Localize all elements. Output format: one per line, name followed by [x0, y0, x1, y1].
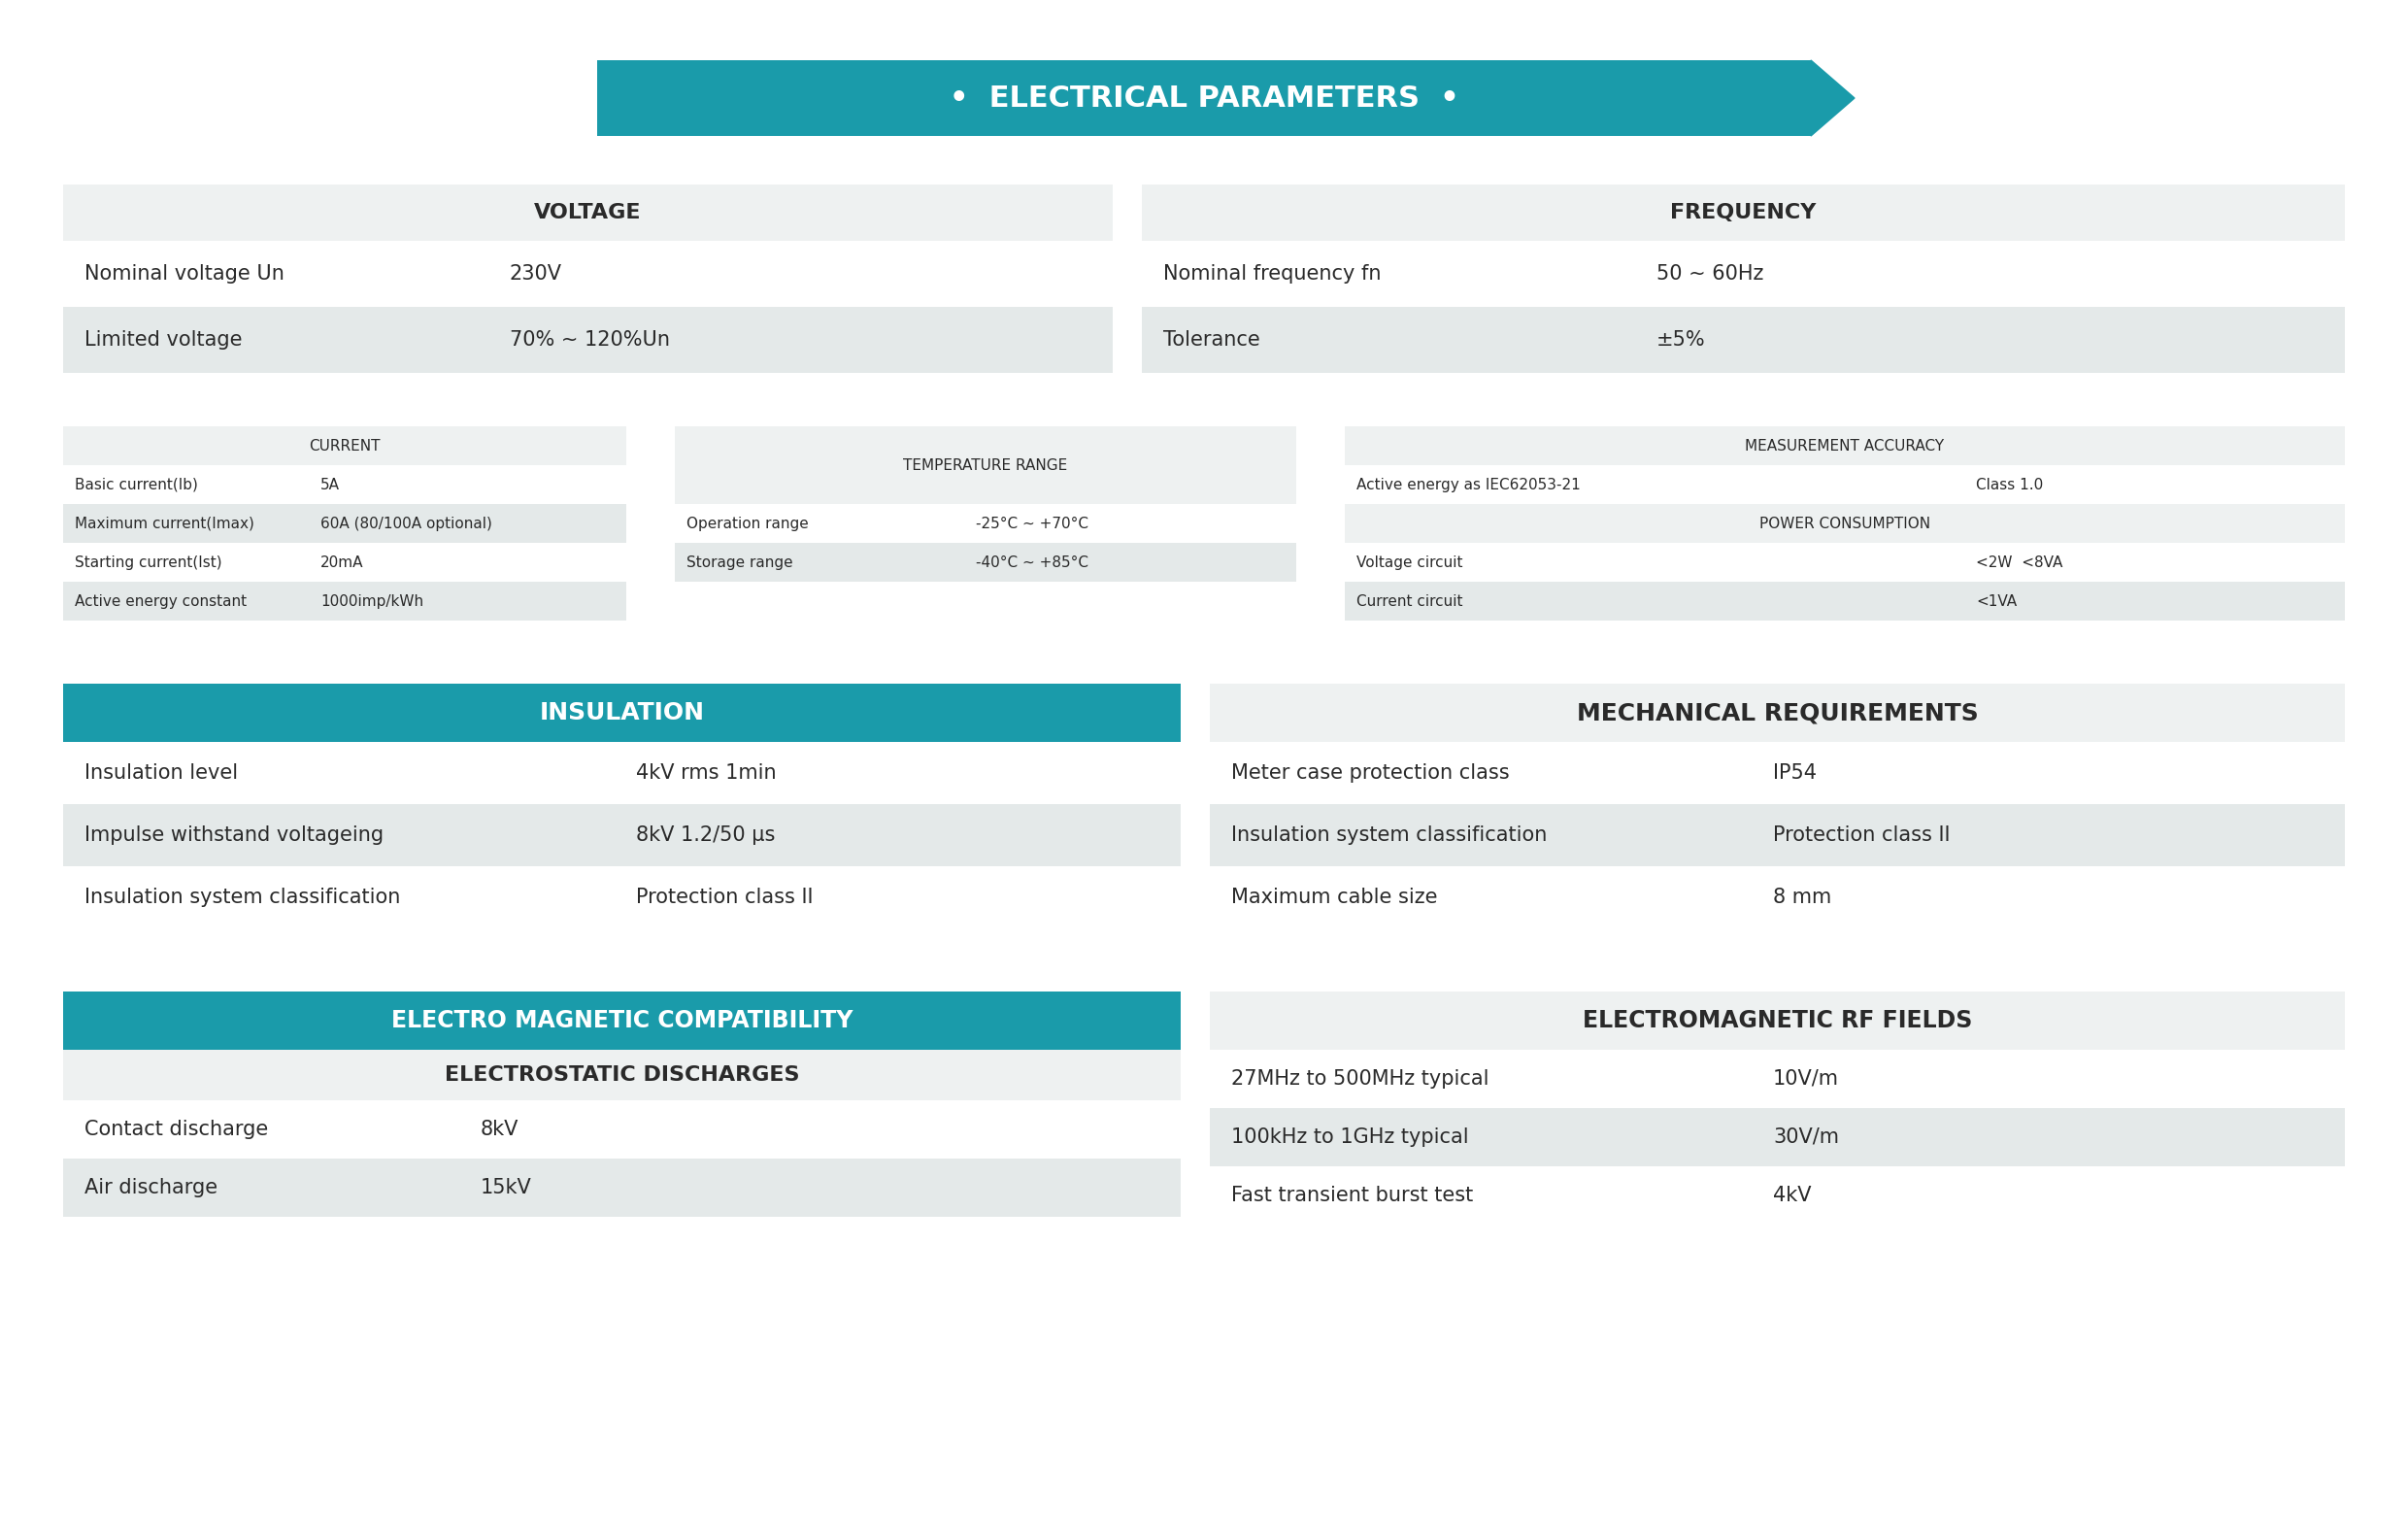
Bar: [63, 581, 626, 620]
Bar: [1141, 307, 2345, 372]
Bar: [1209, 1050, 2345, 1108]
Text: -40°C ~ +85°C: -40°C ~ +85°C: [975, 555, 1088, 569]
Bar: [63, 543, 626, 581]
Text: INSULATION: INSULATION: [539, 701, 706, 725]
Text: 8kV 1.2/50 μs: 8kV 1.2/50 μs: [636, 826, 775, 844]
Text: 100kHz to 1GHz typical: 100kHz to 1GHz typical: [1230, 1127, 1469, 1147]
Text: IP54: IP54: [1772, 763, 1816, 782]
Bar: [1344, 464, 2345, 504]
Text: Nominal frequency fn: Nominal frequency fn: [1163, 265, 1382, 283]
Bar: [1209, 1167, 2345, 1224]
Text: Meter case protection class: Meter case protection class: [1230, 763, 1510, 782]
Bar: [1344, 543, 2345, 581]
Text: •  ELECTRICAL PARAMETERS  •: • ELECTRICAL PARAMETERS •: [949, 85, 1459, 112]
Bar: [1344, 504, 2345, 543]
Bar: [63, 464, 626, 504]
Bar: [63, 867, 1180, 929]
Bar: [63, 427, 626, 464]
Polygon shape: [1811, 61, 1854, 136]
Text: ELECTROMAGNETIC RF FIELDS: ELECTROMAGNETIC RF FIELDS: [1582, 1009, 1972, 1032]
Text: Storage range: Storage range: [686, 555, 792, 569]
Bar: [63, 241, 1112, 307]
Text: ELECTRO MAGNETIC COMPATIBILITY: ELECTRO MAGNETIC COMPATIBILITY: [390, 1009, 852, 1032]
Bar: [1209, 803, 2345, 867]
Bar: [63, 1050, 1180, 1100]
Text: 8kV: 8kV: [482, 1120, 518, 1139]
Text: Class 1.0: Class 1.0: [1977, 477, 2042, 492]
Text: Active energy constant: Active energy constant: [75, 593, 246, 608]
Bar: [63, 1100, 1180, 1159]
Text: 5A: 5A: [320, 477, 340, 492]
Text: TEMPERATURE RANGE: TEMPERATURE RANGE: [903, 458, 1067, 472]
Text: Insulation system classification: Insulation system classification: [84, 888, 400, 906]
Text: Tolerance: Tolerance: [1163, 330, 1259, 350]
Text: 10V/m: 10V/m: [1772, 1070, 1840, 1089]
Text: 4kV rms 1min: 4kV rms 1min: [636, 763, 775, 782]
Bar: [597, 61, 1811, 136]
Bar: [1209, 741, 2345, 803]
Text: Insulation level: Insulation level: [84, 763, 238, 782]
Bar: [674, 427, 1296, 504]
Bar: [1209, 684, 2345, 741]
Text: Starting current(Ist): Starting current(Ist): [75, 555, 222, 569]
Bar: [63, 307, 1112, 372]
Bar: [674, 504, 1296, 543]
Bar: [63, 1159, 1180, 1216]
Bar: [63, 684, 1180, 741]
Text: Basic current(Ib): Basic current(Ib): [75, 477, 197, 492]
Bar: [63, 803, 1180, 867]
Text: Insulation system classification: Insulation system classification: [1230, 826, 1546, 844]
Text: 27MHz to 500MHz typical: 27MHz to 500MHz typical: [1230, 1070, 1488, 1089]
Text: FREQUENCY: FREQUENCY: [1671, 203, 1816, 222]
Text: 1000imp/kWh: 1000imp/kWh: [320, 593, 424, 608]
Text: Limited voltage: Limited voltage: [84, 330, 243, 350]
Text: -25°C ~ +70°C: -25°C ~ +70°C: [975, 516, 1088, 531]
Text: 4kV: 4kV: [1772, 1186, 1811, 1206]
Text: 70% ~ 120%Un: 70% ~ 120%Un: [510, 330, 669, 350]
Bar: [1209, 991, 2345, 1050]
Text: ELECTROSTATIC DISCHARGES: ELECTROSTATIC DISCHARGES: [445, 1065, 799, 1085]
Text: Voltage circuit: Voltage circuit: [1356, 555, 1462, 569]
Bar: [1141, 241, 2345, 307]
Text: ±5%: ±5%: [1657, 330, 1705, 350]
Text: Maximum cable size: Maximum cable size: [1230, 888, 1438, 906]
Text: Protection class II: Protection class II: [636, 888, 814, 906]
Text: Contact discharge: Contact discharge: [84, 1120, 267, 1139]
Bar: [1209, 1108, 2345, 1167]
Text: 8 mm: 8 mm: [1772, 888, 1832, 906]
Text: MEASUREMENT ACCURACY: MEASUREMENT ACCURACY: [1746, 439, 1943, 452]
Text: Operation range: Operation range: [686, 516, 809, 531]
Text: <2W  <8VA: <2W <8VA: [1977, 555, 2064, 569]
Bar: [1209, 867, 2345, 929]
Bar: [63, 185, 1112, 241]
Bar: [1344, 427, 2345, 464]
Bar: [1141, 185, 2345, 241]
Text: Current circuit: Current circuit: [1356, 593, 1462, 608]
Bar: [1344, 581, 2345, 620]
Text: Air discharge: Air discharge: [84, 1179, 217, 1197]
Text: CURRENT: CURRENT: [308, 439, 380, 452]
Text: Fast transient burst test: Fast transient burst test: [1230, 1186, 1474, 1206]
Text: Nominal voltage Un: Nominal voltage Un: [84, 265, 284, 283]
Text: 230V: 230V: [510, 265, 561, 283]
Bar: [674, 543, 1296, 581]
Text: MECHANICAL REQUIREMENTS: MECHANICAL REQUIREMENTS: [1577, 701, 1979, 725]
Text: <1VA: <1VA: [1977, 593, 2018, 608]
Bar: [63, 504, 626, 543]
Text: POWER CONSUMPTION: POWER CONSUMPTION: [1760, 516, 1931, 531]
Text: Protection class II: Protection class II: [1772, 826, 1950, 844]
Text: Impulse withstand voltageing: Impulse withstand voltageing: [84, 826, 383, 844]
Text: 30V/m: 30V/m: [1772, 1127, 1840, 1147]
Text: Active energy as IEC62053-21: Active energy as IEC62053-21: [1356, 477, 1580, 492]
Text: VOLTAGE: VOLTAGE: [535, 203, 641, 222]
Text: Maximum current(Imax): Maximum current(Imax): [75, 516, 255, 531]
Text: 50 ~ 60Hz: 50 ~ 60Hz: [1657, 265, 1763, 283]
Bar: [63, 991, 1180, 1050]
Text: 15kV: 15kV: [482, 1179, 532, 1197]
Text: 60A (80/100A optional): 60A (80/100A optional): [320, 516, 491, 531]
Text: 20mA: 20mA: [320, 555, 364, 569]
Bar: [63, 741, 1180, 803]
